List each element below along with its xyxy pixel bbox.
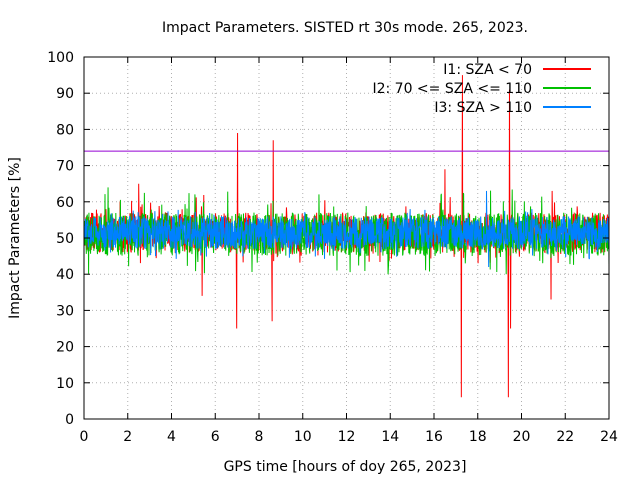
y-tick-label: 40 [56, 267, 74, 283]
x-tick-label: 4 [167, 429, 176, 445]
x-tick-label: 10 [294, 429, 312, 445]
y-tick-label: 70 [56, 159, 74, 175]
x-tick-label: 8 [255, 429, 264, 445]
x-tick-label: 6 [211, 429, 220, 445]
x-axis-label: GPS time [hours of doy 265, 2023] [224, 459, 467, 475]
y-axis-label: Impact Parameters [%] [7, 157, 23, 319]
y-tick-label: 30 [56, 303, 74, 319]
x-tick-label: 20 [513, 429, 531, 445]
x-tick-label: 18 [469, 429, 487, 445]
x-tick-label: 16 [425, 429, 443, 445]
legend: I1: SZA < 70 I2: 70 <= SZA <= 110 I3: SZA … [372, 62, 591, 116]
y-tick-label: 10 [56, 376, 74, 392]
x-tick-label: 0 [80, 429, 89, 445]
legend-label-1: I1: SZA < 70 [443, 62, 532, 78]
legend-label-2: I2: 70 <= SZA <= 110 [372, 81, 532, 97]
legend-label-3: I3: SZA > 110 [434, 100, 532, 116]
y-tick-label: 100 [47, 50, 74, 66]
y-tick-label: 0 [65, 412, 74, 428]
y-tick-label: 90 [56, 86, 74, 102]
x-tick-label: 12 [338, 429, 356, 445]
y-tick-label: 50 [56, 231, 74, 247]
series-layer [83, 75, 610, 398]
x-tick-label: 14 [381, 429, 399, 445]
x-tick-label: 22 [556, 429, 574, 445]
y-tick-label: 80 [56, 122, 74, 138]
series-line-3 [83, 190, 610, 267]
y-tick-label: 60 [56, 195, 74, 211]
y-tick-label: 20 [56, 340, 74, 356]
chart-title: Impact Parameters. SISTED rt 30s mode. 2… [162, 20, 528, 36]
x-tick-label: 24 [600, 429, 618, 445]
x-tick-label: 2 [123, 429, 132, 445]
x-axis: 0 2 4 6 8 10 12 14 16 18 20 22 24 [80, 57, 618, 445]
y-axis: 0 10 20 30 40 50 60 70 80 90 100 [47, 50, 609, 428]
